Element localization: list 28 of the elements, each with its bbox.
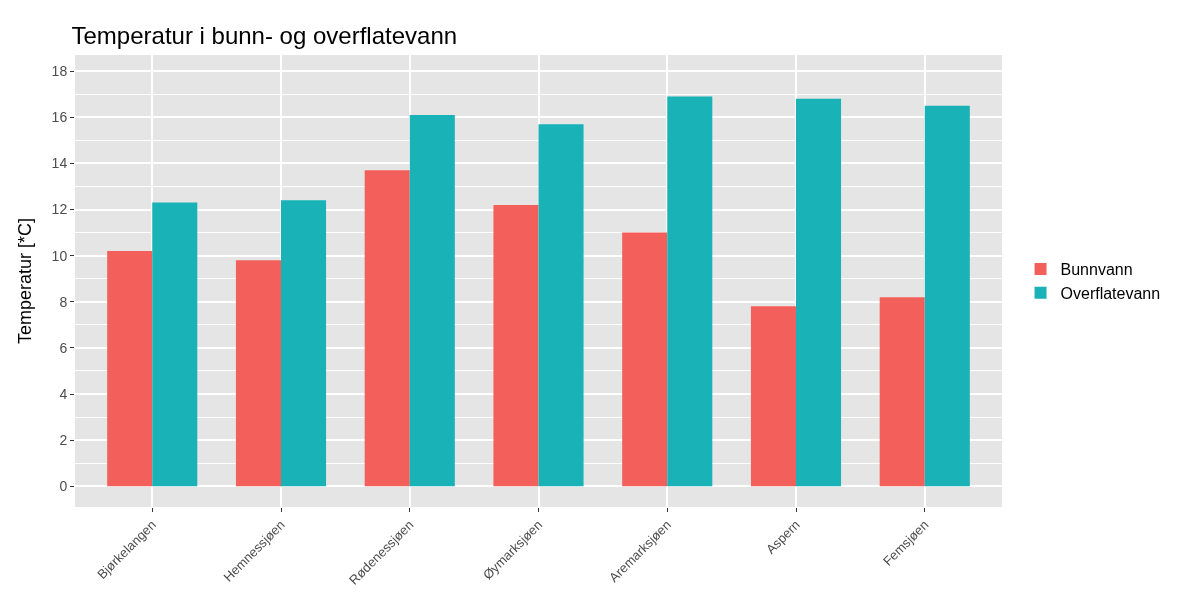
bar xyxy=(667,96,713,487)
bar xyxy=(107,251,153,487)
bar xyxy=(622,232,668,487)
y-tick-label: 12 xyxy=(51,201,68,218)
bar xyxy=(493,204,539,487)
y-tick-label: 10 xyxy=(51,247,68,264)
y-axis-title: Temperatur [*C] xyxy=(14,217,35,345)
legend-label: Overflatevann xyxy=(1060,284,1161,302)
bar xyxy=(879,297,925,487)
bar xyxy=(364,170,410,487)
legend-label: Bunnvann xyxy=(1060,261,1133,279)
y-tick-label: 16 xyxy=(51,109,68,126)
bar xyxy=(152,202,198,487)
y-tick-label: 0 xyxy=(59,478,68,495)
bar xyxy=(750,306,796,487)
bar xyxy=(409,114,455,487)
bar xyxy=(924,105,970,487)
bar xyxy=(538,124,584,487)
y-tick-label: 14 xyxy=(51,155,68,172)
y-tick-label: 18 xyxy=(51,63,68,80)
bar xyxy=(281,200,327,487)
chart-title: Temperatur i bunn- og overflatevann xyxy=(71,21,458,49)
y-tick-label: 6 xyxy=(59,339,68,356)
bar xyxy=(796,98,842,487)
y-tick-label: 4 xyxy=(59,385,68,402)
bar xyxy=(235,260,281,487)
y-tick-label: 2 xyxy=(59,432,68,449)
y-tick-label: 8 xyxy=(59,293,68,310)
